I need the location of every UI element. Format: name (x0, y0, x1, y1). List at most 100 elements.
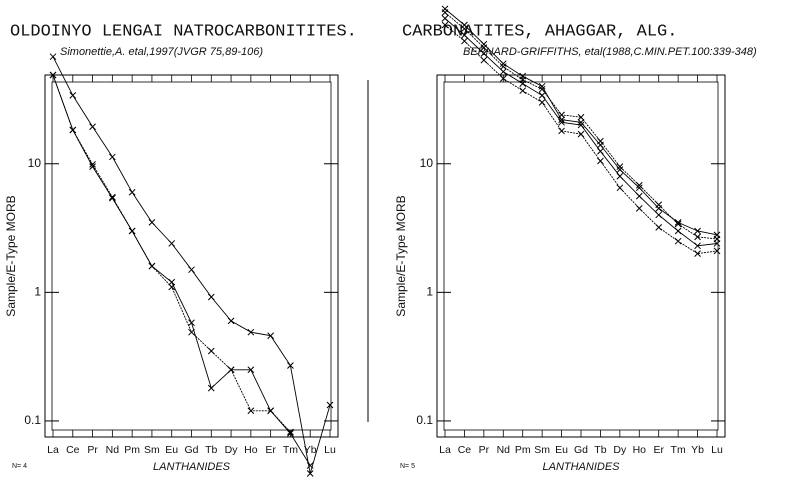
data-point (558, 127, 565, 135)
data-point (287, 428, 294, 436)
x-tick-label: Sm (144, 444, 160, 456)
data-point (674, 219, 682, 226)
x-tick-label: Ho (244, 444, 258, 456)
series-line (52, 56, 331, 474)
data-point (69, 126, 77, 134)
data-point (461, 31, 468, 39)
data-point (616, 172, 624, 180)
x-tick-label: Ce (458, 444, 472, 456)
x-tick-label: Yb (691, 444, 704, 456)
series-line (444, 24, 718, 255)
data-point (519, 87, 527, 95)
data-point (499, 75, 507, 82)
data-point (538, 99, 546, 106)
x-tick-label: Yb (304, 444, 317, 456)
data-point (713, 240, 721, 247)
data-point (461, 37, 468, 45)
x-tick-label: Dy (225, 444, 239, 456)
data-point (69, 92, 77, 99)
data-point (247, 366, 255, 374)
x-tick-label: Tm (283, 444, 298, 456)
x-tick-label: La (439, 444, 451, 456)
data-point (635, 184, 643, 192)
y-tick-label: 1 (426, 285, 433, 299)
data-point (597, 147, 604, 155)
data-point (674, 227, 682, 235)
note: N= 4 (12, 463, 27, 470)
x-tick-label: Nd (106, 444, 120, 456)
data-point (441, 9, 449, 16)
data-point (227, 366, 235, 374)
x-tick-label: Tm (671, 444, 686, 456)
data-point (616, 184, 624, 192)
data-point (306, 462, 314, 469)
data-point (168, 278, 176, 286)
x-tick-label: Nd (497, 444, 511, 456)
data-point (694, 227, 701, 235)
data-point (499, 68, 507, 76)
x-tick-label: Eu (555, 444, 568, 456)
data-point (655, 224, 663, 231)
data-point (694, 242, 701, 250)
data-point (89, 123, 96, 131)
data-point (694, 250, 701, 257)
data-point (694, 233, 701, 241)
x-tick-label: Gd (574, 444, 588, 456)
data-point (597, 137, 604, 145)
series-line (52, 74, 311, 466)
data-point (227, 317, 235, 325)
data-point (128, 227, 136, 235)
data-point (480, 56, 488, 64)
data-point (635, 204, 643, 212)
series-line (444, 12, 718, 240)
data-point (635, 192, 643, 200)
data-point (207, 293, 215, 301)
chart-title: CARBONATITES, AHAGGAR, ALG. (402, 22, 677, 41)
data-point (49, 71, 57, 79)
x-axis-label: LANTHANIDES (153, 461, 231, 473)
data-point (168, 283, 176, 291)
x-tick-label: Dy (613, 444, 627, 456)
y-axis-label: Sample/E-Type MORB (4, 195, 18, 316)
x-axis-label: LANTHANIDES (542, 461, 620, 473)
data-point (188, 266, 195, 274)
y-tick-label: 10 (420, 156, 434, 170)
data-point (207, 347, 215, 355)
plot-frame-inner (51, 81, 332, 431)
data-point (267, 407, 274, 415)
x-tick-label: Pm (124, 444, 140, 456)
y-tick-label: 10 (28, 156, 42, 170)
x-tick-label: La (47, 444, 59, 456)
data-point (635, 181, 643, 189)
x-tick-label: Gd (184, 444, 198, 456)
data-point (499, 63, 507, 70)
data-point (168, 240, 176, 247)
data-point (326, 401, 334, 409)
x-tick-label: Tb (205, 444, 217, 456)
data-point (461, 25, 468, 33)
data-point (287, 362, 294, 369)
data-point (128, 188, 136, 196)
data-point (207, 384, 215, 392)
x-tick-label: Pm (515, 444, 531, 456)
data-point (247, 328, 255, 336)
chart-title: OLDOINYO LENGAI NATROCARBONITITES. (10, 22, 357, 41)
x-tick-label: Ce (66, 444, 80, 456)
x-tick-label: Ho (633, 444, 647, 456)
data-point (188, 319, 195, 327)
x-tick-label: Eu (165, 444, 178, 456)
data-point (109, 153, 116, 161)
data-point (538, 85, 546, 93)
y-tick-label: 0.1 (24, 413, 41, 427)
data-point (538, 82, 546, 90)
data-point (538, 92, 546, 99)
data-point (109, 194, 116, 202)
data-point (519, 80, 527, 87)
data-point (558, 111, 565, 119)
x-tick-label: Er (265, 444, 276, 456)
data-point (674, 220, 682, 228)
data-point (148, 219, 156, 226)
x-tick-label: Pr (479, 444, 490, 456)
y-tick-label: 0.1 (416, 413, 433, 427)
